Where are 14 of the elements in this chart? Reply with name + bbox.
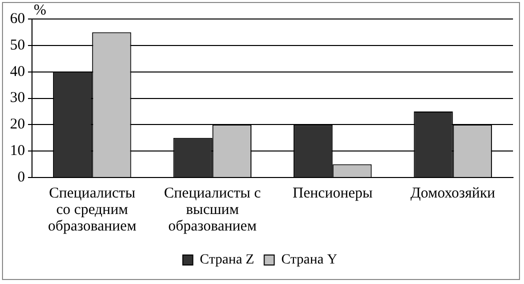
x-tick-label: Пенсионеры <box>292 186 373 202</box>
y-tick-label: 0 <box>18 169 25 186</box>
y-tick-label: 50 <box>10 37 25 54</box>
y-tick-label: 60 <box>10 10 25 27</box>
y-tick-label: 10 <box>10 143 25 160</box>
x-tick-label: Специалисты с высшим образованием <box>164 186 262 235</box>
x-tick-label: Домохозяйки <box>410 186 496 202</box>
y-tick-label: 30 <box>10 90 25 106</box>
x-tick-label: Специалисты со средним образованием <box>48 186 137 235</box>
legend-label: Страна Z <box>200 252 254 268</box>
y-tick-label: 20 <box>10 116 25 133</box>
y-axis-title: % <box>34 2 46 18</box>
legend-label: Страна Y <box>281 252 338 268</box>
y-tick-label: 40 <box>10 64 25 80</box>
